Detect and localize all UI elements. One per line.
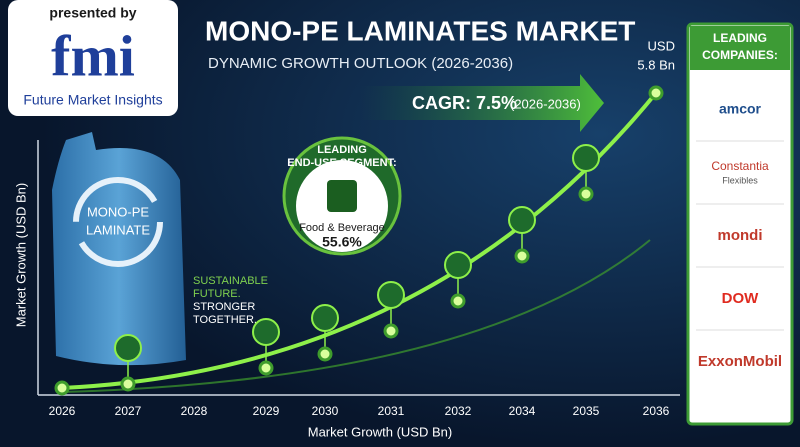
x-label: 2036: [643, 404, 670, 418]
cagr-period: (2026-2036): [510, 96, 581, 111]
slogan: SUSTAINABLE: [193, 275, 268, 287]
company-name: ExxonMobil: [698, 353, 782, 370]
marker-dot: [648, 85, 664, 101]
marker-icon: [311, 304, 339, 332]
growth-curve-secondary: [61, 239, 651, 393]
cagr-arrow: [360, 74, 604, 132]
x-label: 2032: [445, 404, 472, 418]
pouch: MONO-PE LAMINATE: [52, 132, 186, 366]
y-axis-title: Market Growth (USD Bn): [13, 183, 28, 327]
x-label: 2027: [115, 404, 142, 418]
x-label: 2030: [312, 404, 339, 418]
marker-dot: [54, 380, 70, 396]
slogan: FUTURE.: [193, 288, 241, 300]
panel-header: [690, 26, 790, 70]
marker-icon: [114, 334, 142, 362]
x-label: 2026: [49, 404, 76, 418]
segment-heading: END-USE SEGMENT:: [287, 157, 396, 169]
x-label: 2028: [181, 404, 208, 418]
presented-by: presented by: [49, 5, 136, 21]
segment-share: 55.6%: [322, 234, 362, 250]
logo: presented by fmi Future Market Insights: [8, 0, 178, 116]
slogan: TOGETHER.: [193, 314, 257, 326]
marker-dot: [120, 376, 136, 392]
pouch-label: LAMINATE: [86, 222, 150, 237]
x-label: 2034: [509, 404, 536, 418]
marker-icon: [444, 251, 472, 279]
food-icon: [327, 180, 357, 212]
marker-icon: [508, 206, 536, 234]
marker-dot: [383, 323, 399, 339]
marker-dot: [578, 186, 594, 202]
panel-heading: COMPANIES:: [702, 48, 778, 62]
pouch-body: [52, 132, 186, 366]
marker-icon: [572, 144, 600, 172]
end-value: 5.8 Bn: [637, 57, 675, 72]
marker-icon: [252, 318, 280, 346]
marker-dot: [514, 248, 530, 264]
logo-mark: fmi: [51, 23, 135, 88]
company-name: amcor: [719, 101, 762, 117]
company-name: mondi: [718, 227, 763, 244]
cagr-label: CAGR: 7.5%: [412, 93, 517, 113]
logo-card: [8, 0, 178, 116]
segment-heading: LEADING: [317, 144, 367, 156]
x-label: 2035: [573, 404, 600, 418]
segment-name: Food & Beverage: [299, 222, 385, 234]
segment-badge: LEADING END-USE SEGMENT: Food & Beverage…: [282, 136, 402, 256]
panel-heading: LEADING: [713, 31, 767, 45]
pouch-label: MONO-PE: [87, 204, 149, 219]
slogan: STRONGER: [193, 301, 255, 313]
panel-frame: [686, 22, 794, 426]
marker-dot: [450, 293, 466, 309]
marker-dot: [317, 346, 333, 362]
x-axis-title: Market Growth (USD Bn): [308, 424, 452, 439]
companies-panel: LEADING COMPANIES: amcor Constantia Flexib…: [686, 22, 794, 426]
recycle-ring: [73, 177, 163, 267]
marker-icon: [377, 281, 405, 309]
end-unit: USD: [648, 38, 675, 53]
x-label: 2029: [253, 404, 280, 418]
logo-name: Future Market Insights: [23, 92, 162, 108]
company-name: DOW: [722, 290, 760, 307]
marker-dot: [258, 360, 274, 376]
title: MONO-PE LAMINATES MARKET: [205, 15, 635, 46]
x-label: 2031: [378, 404, 405, 418]
subtitle: DYNAMIC GROWTH OUTLOOK (2026-2036): [208, 55, 513, 72]
company-name: Constantia: [711, 159, 769, 173]
company-sub: Flexibles: [722, 175, 758, 185]
